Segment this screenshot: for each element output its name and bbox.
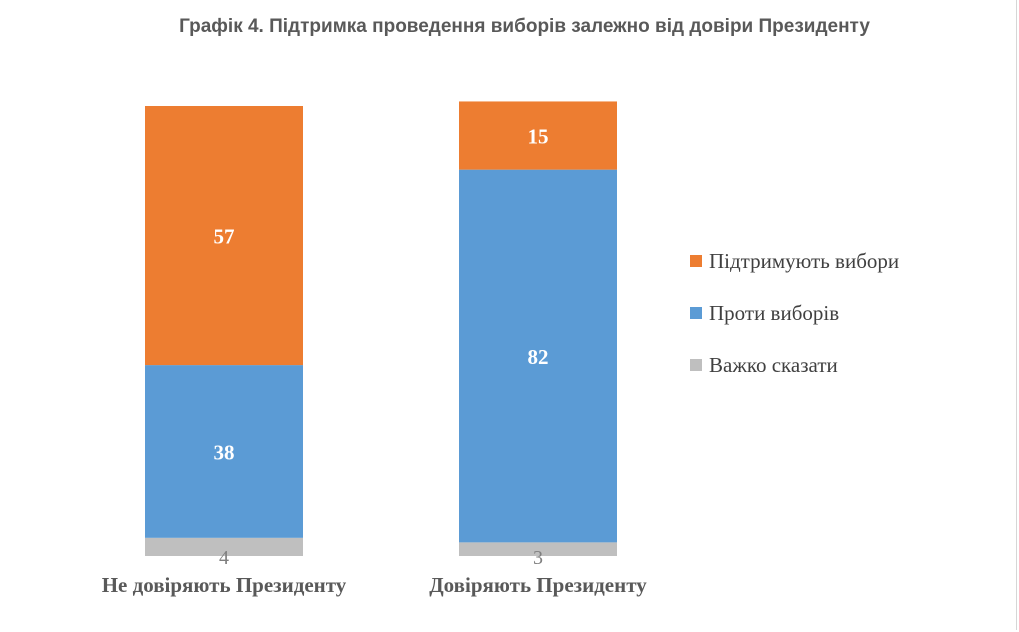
bar-segment-0-0 (145, 537, 303, 556)
chart-legend: Підтримують вибори Проти виборів Важко ска… (690, 248, 899, 404)
bar-segment-0-1 (145, 365, 303, 538)
data-label-1-2: 15 (528, 125, 549, 149)
legend-item-1: Проти виборів (690, 300, 899, 326)
legend-item-2: Важко сказати (690, 352, 899, 378)
data-label-1-0: 3 (533, 547, 543, 569)
legend-swatch-1 (690, 307, 702, 319)
category-label-1: Довіряють Президенту (429, 573, 647, 597)
bar-segment-1-0 (459, 542, 617, 556)
data-label-1-1: 82 (528, 345, 549, 369)
legend-label-2: Важко сказати (709, 352, 838, 377)
data-label-0-2: 57 (214, 225, 235, 249)
bar-segment-1-2 (459, 101, 617, 170)
chart-title: Графік 4. Підтримка проведення виборів з… (179, 16, 870, 37)
legend-label-1: Проти виборів (709, 300, 840, 325)
legend-item-0: Підтримують вибори (690, 248, 899, 274)
legend-swatch-2 (690, 359, 702, 371)
bar-segment-0-2 (145, 106, 303, 366)
legend-label-0: Підтримують вибори (709, 248, 900, 273)
bar-segment-1-1 (459, 169, 617, 543)
category-label-0: Не довіряють Президенту (102, 573, 347, 597)
data-label-0-1: 38 (214, 440, 235, 464)
data-label-0-0: 4 (219, 547, 229, 569)
legend-swatch-0 (690, 255, 702, 267)
